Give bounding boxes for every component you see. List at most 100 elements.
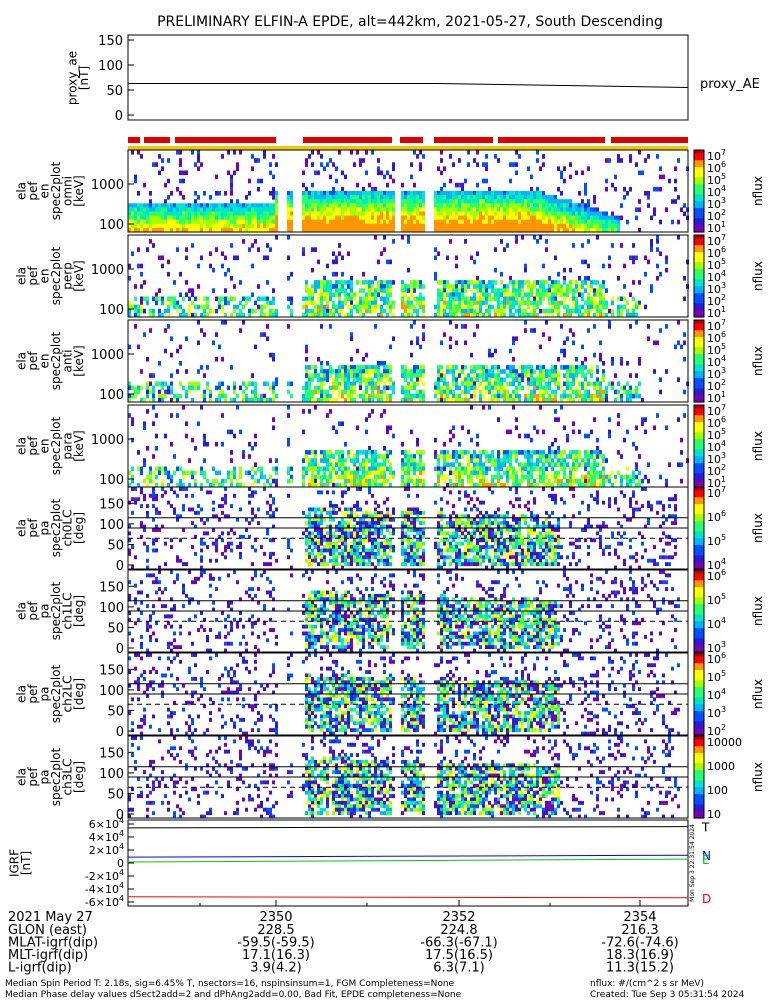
- spectrogram-cell: [164, 349, 167, 354]
- spectrogram-cell: [344, 288, 347, 293]
- spectrogram-cell: [515, 207, 518, 212]
- spectrogram-cell: [314, 450, 317, 455]
- spectrogram-cell: [311, 199, 314, 204]
- spectrogram-cell: [344, 195, 347, 200]
- spectrogram-cell: [200, 162, 203, 167]
- spectrogram-cell: [422, 220, 425, 225]
- spectrogram-cell: [416, 390, 419, 395]
- spectrogram-cell: [458, 216, 461, 221]
- spectrogram-cell: [674, 187, 677, 192]
- spectrogram-cell: [221, 511, 224, 515]
- spectrogram-cell: [314, 220, 317, 225]
- spectrogram-cell: [254, 538, 257, 542]
- spectrogram-cell: [272, 212, 275, 217]
- spectrogram-cell: [563, 458, 566, 463]
- spectrogram-cell: [419, 471, 422, 476]
- spectrogram-cell: [575, 288, 578, 293]
- spectrogram-cell: [623, 187, 626, 192]
- spectrogram-cell: [560, 386, 563, 391]
- spectrogram-cell: [509, 309, 512, 314]
- spectrogram-cell: [536, 475, 539, 480]
- spectrogram-cell: [341, 191, 344, 196]
- coverage-segment: [128, 137, 140, 143]
- spectrogram-cell: [446, 475, 449, 480]
- spectrogram-cell: [458, 199, 461, 204]
- spectrogram-cell: [476, 195, 479, 200]
- spectrogram-cell: [302, 467, 305, 472]
- spectrogram-cell: [419, 365, 422, 370]
- spectrogram-cell: [269, 538, 272, 542]
- spectrogram-cell: [482, 475, 485, 480]
- spectrogram-cell: [476, 324, 479, 329]
- spectrogram-cell: [257, 212, 260, 217]
- spectrogram-cell: [569, 369, 572, 374]
- spectrogram-cell: [533, 280, 536, 285]
- spectrogram-cell: [221, 394, 224, 399]
- spectrogram-cell: [605, 390, 608, 395]
- spectrogram-cell: [134, 497, 137, 501]
- spectrogram-cell: [248, 220, 251, 225]
- spectrogram-cell: [545, 309, 548, 314]
- spectrogram-cell: [602, 471, 605, 476]
- spectrogram-cell: [392, 162, 395, 167]
- spectrogram-cell: [422, 471, 425, 476]
- spectrogram-cell: [389, 450, 392, 455]
- spectrogram-cell: [602, 305, 605, 310]
- spectrogram-cell: [557, 479, 560, 484]
- colorbar-segment: [694, 153, 704, 157]
- spectrogram-cell: [491, 369, 494, 374]
- spectrogram-cell: [566, 369, 569, 374]
- spectrogram-cell: [224, 394, 227, 399]
- spectrogram-cell: [584, 187, 587, 192]
- spectrogram-cell: [338, 475, 341, 480]
- spectrogram-cell: [449, 292, 452, 297]
- spectrogram-cell: [344, 203, 347, 208]
- spectrogram-cell: [359, 309, 362, 314]
- spectrogram-cell: [527, 454, 530, 459]
- spectrogram-cell: [227, 207, 230, 212]
- spectrogram-cell: [509, 162, 512, 167]
- spectrogram-cell: [455, 458, 458, 463]
- spectrogram-cell: [347, 394, 350, 399]
- spectrogram-cell: [326, 280, 329, 285]
- spectrogram-cell: [542, 191, 545, 196]
- spectrogram-cell: [563, 179, 566, 184]
- spectrogram-cell: [533, 220, 536, 225]
- spectrogram-cell: [218, 345, 221, 350]
- spectrogram-cell: [677, 462, 680, 467]
- spectrogram-cell: [404, 212, 407, 217]
- spectrogram-cell: [365, 462, 368, 467]
- spectrogram-cell: [473, 158, 476, 163]
- spectrogram-cell: [491, 288, 494, 293]
- spectrogram-cell: [683, 332, 686, 337]
- spectrogram-cell: [134, 394, 137, 399]
- spectrogram-cell: [203, 216, 206, 221]
- spectrogram-cell: [272, 191, 275, 196]
- spectrogram-cell: [317, 220, 320, 225]
- colorbar-segment: [694, 276, 704, 280]
- spectrogram-cell: [590, 207, 593, 212]
- spectrogram-cell: [167, 195, 170, 200]
- spectrogram-cell: [443, 442, 446, 447]
- spectrogram-cell: [539, 203, 542, 208]
- spectrogram-cell: [389, 284, 392, 289]
- spectrogram-cell: [326, 292, 329, 297]
- spectrogram-cell: [407, 467, 410, 472]
- spectrogram-cell: [401, 220, 404, 225]
- spectrogram-cell: [179, 382, 182, 387]
- spectrogram-cell: [446, 280, 449, 285]
- spectrogram-cell: [524, 394, 527, 399]
- spectrogram-cell: [290, 394, 293, 399]
- spectrogram-cell: [413, 320, 416, 325]
- spectrogram-cell: [374, 187, 377, 192]
- spectrogram-cell: [545, 220, 548, 225]
- spectrogram-cell: [497, 199, 500, 204]
- spectrogram-cell: [440, 216, 443, 221]
- spectrogram-cell: [638, 171, 641, 176]
- spectrogram-cell: [476, 280, 479, 285]
- spectrogram-cell: [152, 243, 155, 248]
- spectrogram-cell: [335, 450, 338, 455]
- spectrogram-cell: [392, 224, 395, 229]
- spectrogram-cell: [566, 438, 569, 443]
- spectrogram-cell: [287, 256, 290, 261]
